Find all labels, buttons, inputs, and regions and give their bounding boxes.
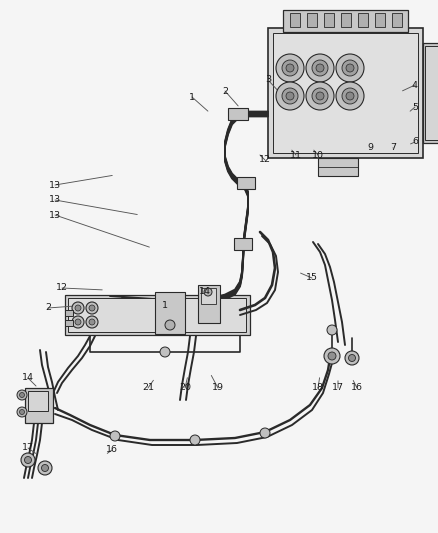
Text: 20: 20 (179, 384, 191, 392)
Circle shape (17, 390, 27, 400)
Text: 7: 7 (390, 143, 396, 152)
Text: 9: 9 (367, 143, 373, 152)
Circle shape (306, 82, 334, 110)
Circle shape (72, 316, 84, 328)
Circle shape (160, 347, 170, 357)
Circle shape (89, 305, 95, 311)
Bar (392, 13, 402, 27)
Bar (423, 43, 438, 143)
Bar (273, 33, 418, 153)
Bar (318, 158, 358, 176)
Circle shape (306, 54, 334, 82)
Bar (25, 388, 53, 423)
Text: 13: 13 (49, 181, 61, 190)
Text: 14: 14 (22, 374, 34, 383)
Text: 12: 12 (56, 284, 68, 293)
Circle shape (316, 92, 324, 100)
Circle shape (349, 354, 356, 361)
Bar (375, 13, 385, 27)
Circle shape (21, 453, 35, 467)
Circle shape (260, 428, 270, 438)
Circle shape (75, 305, 81, 311)
Text: 19: 19 (212, 384, 224, 392)
Text: 13: 13 (49, 196, 61, 205)
Circle shape (20, 409, 25, 415)
Circle shape (346, 92, 354, 100)
Text: 18: 18 (312, 384, 324, 392)
Circle shape (282, 60, 298, 76)
Circle shape (190, 435, 200, 445)
Text: 6: 6 (412, 138, 418, 147)
Circle shape (336, 82, 364, 110)
Text: 17: 17 (22, 443, 34, 453)
Bar (68, 298, 246, 332)
Bar (65, 295, 250, 335)
Circle shape (345, 351, 359, 365)
Bar (228, 108, 248, 120)
Circle shape (324, 348, 340, 364)
Bar (358, 13, 368, 27)
Circle shape (328, 352, 336, 360)
Circle shape (342, 60, 358, 76)
Circle shape (286, 64, 294, 72)
Text: 14: 14 (199, 287, 211, 296)
Text: 2: 2 (45, 303, 51, 312)
Circle shape (20, 392, 25, 398)
Text: 2: 2 (222, 86, 228, 95)
Text: 13: 13 (49, 211, 61, 220)
Circle shape (110, 431, 120, 441)
Text: 3: 3 (265, 76, 271, 85)
Bar (324, 13, 334, 27)
Circle shape (42, 464, 49, 472)
Bar (198, 285, 220, 323)
Circle shape (204, 288, 212, 296)
Circle shape (72, 302, 84, 314)
Circle shape (312, 60, 328, 76)
Text: 21: 21 (142, 384, 154, 392)
Circle shape (276, 82, 304, 110)
Bar (28, 391, 48, 411)
Circle shape (86, 302, 98, 314)
Circle shape (336, 54, 364, 82)
Circle shape (316, 64, 324, 72)
Text: 10: 10 (312, 150, 324, 159)
Text: 11: 11 (290, 150, 302, 159)
Circle shape (38, 461, 52, 475)
Bar (234, 238, 252, 250)
Text: 1: 1 (162, 301, 168, 310)
Bar (283, 10, 408, 32)
Circle shape (342, 88, 358, 104)
Bar (341, 13, 351, 27)
Circle shape (89, 319, 95, 325)
Bar (65, 310, 73, 316)
Bar (237, 177, 255, 189)
Bar (290, 13, 300, 27)
Circle shape (282, 88, 298, 104)
Circle shape (346, 64, 354, 72)
Circle shape (327, 325, 337, 335)
Text: 1: 1 (189, 93, 195, 101)
Bar (307, 13, 317, 27)
Circle shape (75, 319, 81, 325)
Text: 4: 4 (412, 80, 418, 90)
Circle shape (312, 88, 328, 104)
Circle shape (165, 320, 175, 330)
Text: 5: 5 (412, 102, 418, 111)
Text: 16: 16 (351, 384, 363, 392)
Circle shape (286, 92, 294, 100)
Text: 12: 12 (259, 156, 271, 165)
Text: 17: 17 (332, 384, 344, 392)
Text: 15: 15 (306, 273, 318, 282)
Bar (65, 320, 73, 326)
Text: 16: 16 (106, 446, 118, 455)
Bar (268, 28, 423, 158)
Circle shape (276, 54, 304, 82)
Circle shape (25, 456, 32, 464)
Bar (425, 46, 438, 140)
Circle shape (17, 407, 27, 417)
Bar (155, 292, 185, 334)
Bar (201, 288, 216, 304)
Circle shape (86, 316, 98, 328)
